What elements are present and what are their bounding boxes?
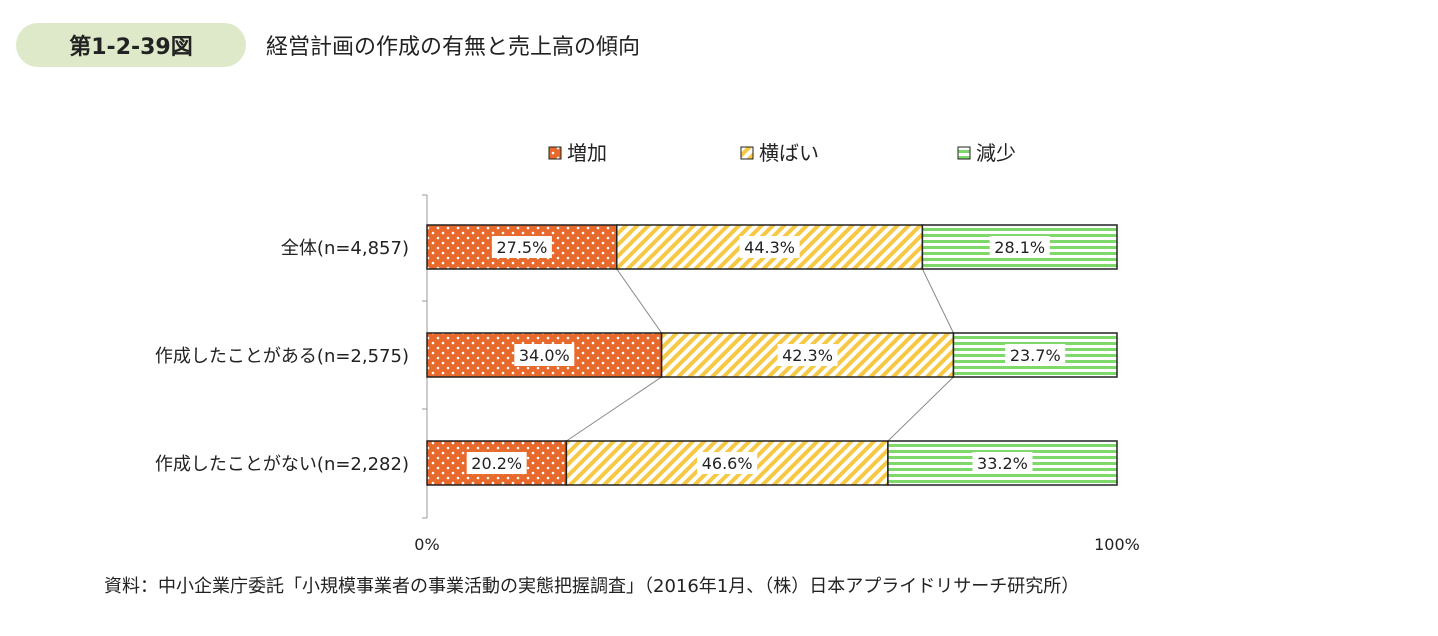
x-tick-label: 100% [1094, 535, 1140, 554]
legend-swatch [548, 146, 562, 160]
series-connector-line [887, 376, 954, 442]
data-label-bg [777, 344, 838, 366]
x-tick-label: 0% [414, 535, 439, 554]
data-label: 34.0% [519, 346, 570, 365]
data-label-bg [514, 344, 575, 366]
data-label-bg [466, 452, 527, 474]
data-label: 42.3% [782, 346, 833, 365]
category-label: 作成したことがある(n=2,575) [155, 346, 409, 367]
legend-swatch [740, 146, 754, 160]
data-label-bg [491, 236, 552, 258]
data-label-bg [739, 236, 800, 258]
data-label: 20.2% [471, 454, 522, 473]
data-label: 33.2% [977, 454, 1028, 473]
data-label-bg [697, 452, 758, 474]
series-connector-line [921, 268, 954, 334]
source-note: 資料：中小企業庁委託「小規模事業者の事業活動の実態把握調査」（2016年1月、（… [104, 576, 1080, 597]
data-label: 28.1% [994, 238, 1045, 257]
data-label-bg [1005, 344, 1066, 366]
legend-label: 増加 [567, 141, 607, 165]
figure-title: 経営計画の作成の有無と売上高の傾向 [266, 35, 641, 60]
legend-label: 横ばい [759, 141, 819, 165]
data-label: 23.7% [1010, 346, 1061, 365]
legend-swatch [957, 146, 971, 160]
legend-label: 減少 [976, 141, 1016, 165]
data-label: 27.5% [496, 238, 547, 257]
figure-header: 第1-2-39図 経営計画の作成の有無と売上高の傾向 [16, 22, 640, 68]
data-label: 46.6% [702, 454, 753, 473]
series-connector-line [566, 376, 662, 442]
category-label: 全体(n=4,857) [281, 238, 409, 259]
data-label-bg [989, 236, 1050, 258]
figure-number-badge: 第1-2-39図 [16, 23, 246, 67]
data-label: 44.3% [744, 238, 795, 257]
category-label: 作成したことがない(n=2,282) [155, 454, 409, 475]
data-label-bg [972, 452, 1033, 474]
series-connector-line [616, 268, 663, 334]
